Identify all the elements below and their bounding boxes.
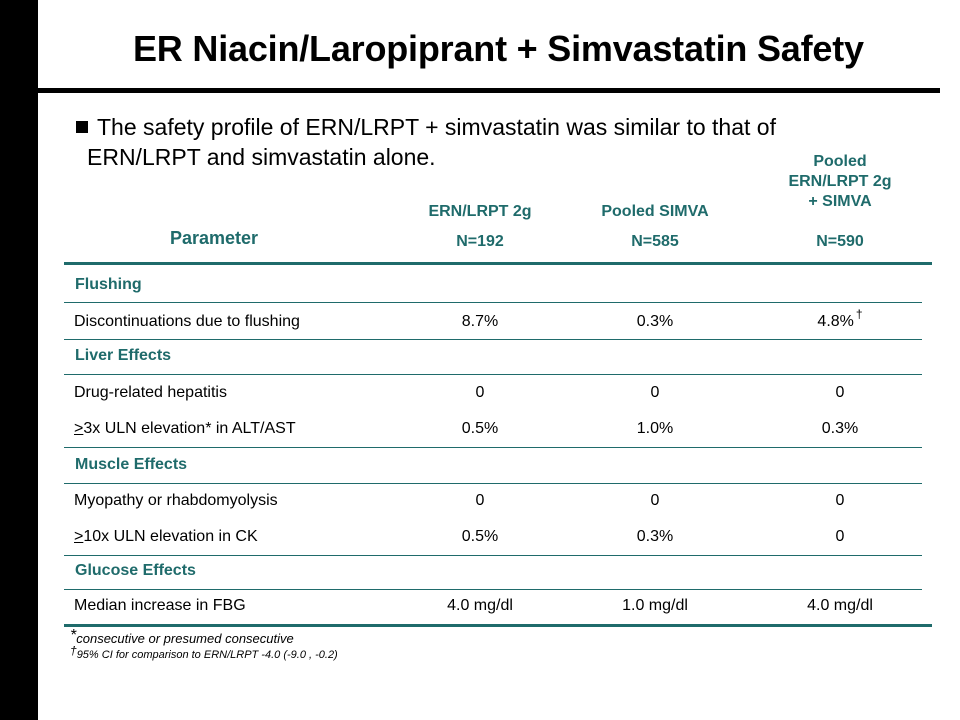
row-label-alt-ast-text: 3x ULN elevation* in ALT/AST xyxy=(83,420,296,437)
cell-fbg-pooled: 4.0 mg/dl xyxy=(807,597,873,614)
cell-ck-ern: 0.5% xyxy=(461,528,499,545)
square-bullet-icon xyxy=(76,121,88,133)
cell-discontinuations-ern: 8.7% xyxy=(461,313,499,330)
section-flushing: Flushing xyxy=(75,276,142,293)
cell-discontinuations-pooled: 4.8% † xyxy=(765,307,915,331)
row-label-myopathy: Myopathy or rhabdomyolysis xyxy=(74,492,278,509)
column-n-pooled-combo: N=590 xyxy=(816,233,864,250)
page-title: ER Niacin/Laropiprant + Simvastatin Safe… xyxy=(133,28,864,69)
section-divider xyxy=(64,374,922,375)
row-divider xyxy=(64,447,922,448)
row-divider xyxy=(64,339,922,340)
cell-myopathy-pooled: 0 xyxy=(835,492,845,509)
section-liver: Liver Effects xyxy=(75,347,172,364)
column-header-pooled-simva: Pooled SIMVA xyxy=(601,203,709,220)
summary-bullet: The safety profile of ERN/LRPT + simvast… xyxy=(76,112,936,172)
cell-ck-simva: 0.3% xyxy=(636,528,674,545)
summary-line-2: ERN/LRPT and simvastatin alone. xyxy=(87,144,436,170)
column-header-pooled-combo: Pooled ERN/LRPT 2g + SIMVA xyxy=(765,152,915,212)
footnote-confidence-interval: †95% CI for comparison to ERN/LRPT -4.0 … xyxy=(70,644,338,661)
section-divider xyxy=(64,589,922,590)
row-label-discontinuations: Discontinuations due to flushing xyxy=(74,313,300,330)
table-bottom-rule xyxy=(64,624,932,627)
left-accent-bar xyxy=(0,0,38,720)
summary-line-1: The safety profile of ERN/LRPT + simvast… xyxy=(97,114,776,140)
cell-fbg-simva: 1.0 mg/dl xyxy=(622,597,688,614)
column-header-pooled-line-3: + SIMVA xyxy=(808,193,872,210)
dagger-footnote-mark: † xyxy=(70,644,77,658)
section-divider xyxy=(64,302,922,303)
cell-myopathy-simva: 0 xyxy=(650,492,660,509)
section-glucose: Glucose Effects xyxy=(75,562,196,579)
title-underline xyxy=(38,88,940,93)
parameter-header: Parameter xyxy=(170,228,259,248)
cell-ck-pooled: 0 xyxy=(835,528,845,545)
cell-hepatitis-ern: 0 xyxy=(475,384,485,401)
row-label-ck-text: 10x ULN elevation in CK xyxy=(83,528,258,545)
cell-myopathy-ern: 0 xyxy=(475,492,485,509)
cell-alt-ast-pooled: 0.3% xyxy=(821,420,859,437)
dagger-mark: † xyxy=(855,307,863,321)
cell-hepatitis-pooled: 0 xyxy=(835,384,845,401)
footnote-consecutive-text: consecutive or presumed consecutive xyxy=(76,631,294,646)
row-label-hepatitis: Drug-related hepatitis xyxy=(74,384,227,401)
footnote-confidence-interval-text: 95% CI for comparison to ERN/LRPT -4.0 (… xyxy=(76,649,338,661)
column-n-ern-lrpt: N=192 xyxy=(456,233,504,250)
header-divider xyxy=(64,262,932,265)
row-label-fbg: Median increase in FBG xyxy=(74,597,246,614)
cell-hepatitis-simva: 0 xyxy=(650,384,660,401)
column-n-pooled-simva: N=585 xyxy=(631,233,679,250)
column-header-pooled-line-2: ERN/LRPT 2g xyxy=(788,173,892,190)
column-header-ern-lrpt: ERN/LRPT 2g xyxy=(428,203,532,220)
summary-bullet-text: The safety profile of ERN/LRPT + simvast… xyxy=(76,112,936,172)
gte-symbol: > xyxy=(74,420,84,437)
column-header-pooled-line-1: Pooled xyxy=(813,153,867,170)
row-divider xyxy=(64,555,922,556)
cell-alt-ast-simva: 1.0% xyxy=(636,420,674,437)
row-label-alt-ast: >3x ULN elevation* in ALT/AST xyxy=(74,420,296,438)
footnote-consecutive: *consecutive or presumed consecutive xyxy=(70,627,294,648)
cell-discontinuations-pooled-value: 4.8% xyxy=(817,313,854,330)
gte-symbol: > xyxy=(74,528,84,545)
section-muscle: Muscle Effects xyxy=(75,456,188,473)
cell-alt-ast-ern: 0.5% xyxy=(461,420,499,437)
asterisk-mark: * xyxy=(70,627,77,644)
row-label-ck: >10x ULN elevation in CK xyxy=(74,528,258,546)
cell-fbg-ern: 4.0 mg/dl xyxy=(447,597,513,614)
cell-discontinuations-simva: 0.3% xyxy=(636,313,674,330)
section-divider xyxy=(64,483,922,484)
